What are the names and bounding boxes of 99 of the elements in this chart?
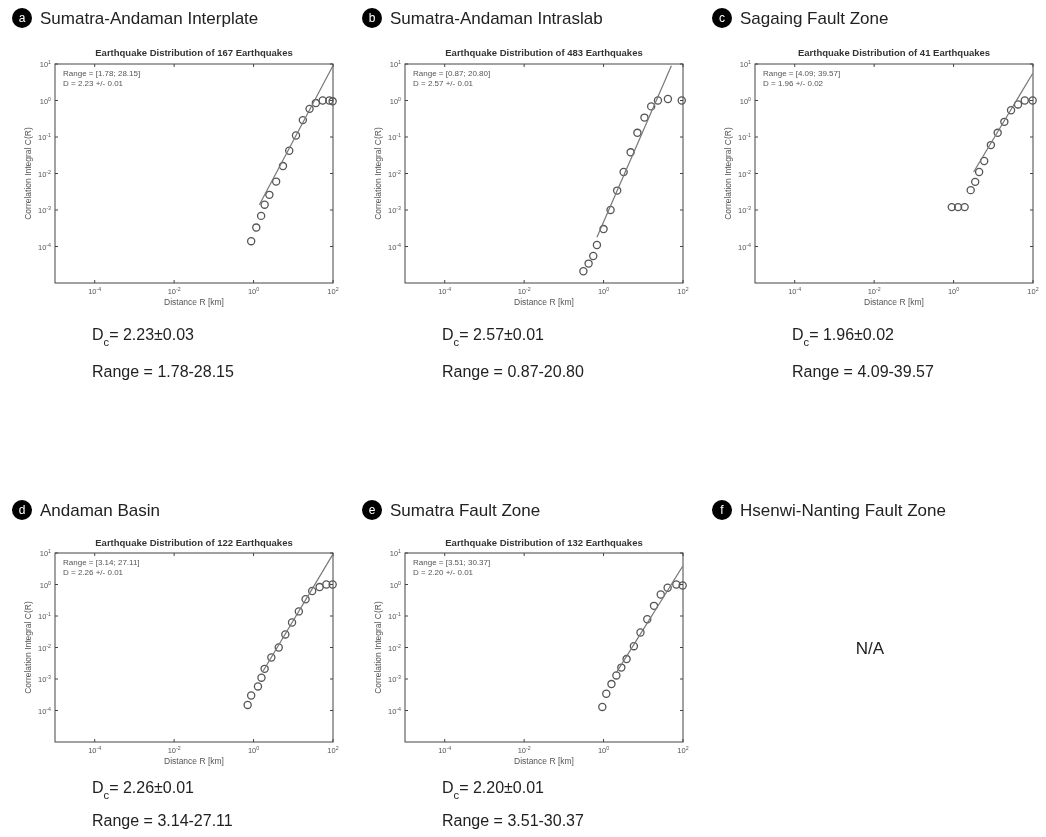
point [633, 128, 642, 138]
point [970, 177, 980, 187]
point [649, 601, 659, 611]
text: Range = 3.51-30.37 [442, 812, 584, 829]
point [322, 580, 331, 589]
point [278, 161, 288, 171]
point [656, 590, 665, 599]
point [260, 200, 269, 209]
chart-title: Sumatra-Andaman Interplate [40, 9, 259, 28]
point [626, 148, 635, 157]
annotation: Range = [3.14; 27.11] [63, 558, 140, 567]
y-axis-title: Correlation Integral C(R) [373, 601, 383, 694]
point [311, 98, 321, 108]
chart-subtitle: Earthquake Distribution of 132 Earthquakes [445, 537, 643, 548]
annotation: D = 2.20 +/- 0.01 [413, 568, 474, 577]
x-axis-title: Distance R [km] [164, 297, 224, 307]
chart-title: Andaman Basin [40, 501, 161, 520]
point [318, 96, 327, 105]
chart-subtitle: Earthquake Distribution of 483 Earthquakes [445, 47, 643, 58]
text: Range = 4.09-39.57 [792, 363, 934, 380]
chart-title: Sagaing Fault Zone [740, 9, 889, 28]
point [612, 186, 622, 195]
point [271, 177, 281, 186]
text: Range = 0.87-20.80 [442, 363, 584, 380]
point [1000, 117, 1009, 127]
text: D$_{c}$= 2.20±0.01 [442, 779, 545, 801]
point [298, 115, 308, 125]
text: D$_{c}$= 2.23±0.03 [92, 326, 195, 348]
point [274, 643, 283, 652]
text: f [720, 503, 725, 517]
point [287, 618, 297, 627]
chart-subtitle: Earthquake Distribution of 122 Earthquakes [95, 537, 293, 548]
text: Range = 1.78-28.15 [92, 363, 234, 380]
point [643, 615, 652, 624]
text: D$_{c}$= 1.96±0.02 [792, 326, 895, 348]
point [953, 202, 963, 212]
chart-title: Sumatra Fault Zone [390, 501, 541, 520]
text: D$_{c}$= 2.57±0.01 [442, 326, 545, 348]
text: D$_{c}$= 2.26±0.01 [92, 779, 195, 801]
point [281, 630, 290, 639]
x-axis-title: Distance R [km] [164, 756, 224, 766]
annotation: D = 2.26 +/- 0.01 [63, 568, 124, 577]
annotation: D = 1.96 +/- 0.02 [763, 79, 824, 88]
point [653, 96, 663, 105]
point [617, 663, 626, 672]
annotation: Range = [3.51; 30.37] [413, 558, 491, 567]
x-axis-title: Distance R [km] [514, 756, 574, 766]
point [592, 240, 602, 250]
point [612, 671, 621, 680]
point [663, 583, 672, 592]
point [267, 653, 276, 662]
annotation: Range = [4.09; 39.57] [763, 69, 841, 78]
point [308, 586, 317, 596]
y-axis-title: Correlation Integral C(R) [373, 127, 383, 220]
annotation: D = 2.57 +/- 0.01 [413, 79, 474, 88]
text: N/A [855, 638, 885, 658]
text: Hsenwi-Nanting Fault Zone [740, 501, 946, 520]
point [640, 113, 649, 122]
point [966, 185, 975, 195]
text: a [18, 11, 26, 25]
chart-subtitle: Earthquake Distribution of 41 Earthquakes [797, 47, 991, 58]
x-axis-title: Distance R [km] [864, 297, 924, 307]
y-axis-title: Correlation Integral C(R) [723, 127, 733, 220]
point [607, 679, 616, 689]
point [315, 582, 324, 592]
y-axis-title: Correlation Integral C(R) [23, 601, 33, 694]
point [294, 607, 304, 616]
point [291, 131, 301, 140]
text: c [719, 11, 725, 25]
point [599, 224, 608, 234]
x-axis-title: Distance R [km] [514, 297, 574, 307]
text: d [18, 503, 26, 517]
point [325, 96, 334, 105]
annotation: Range = [1.78; 28.15] [63, 69, 141, 78]
point [947, 202, 956, 212]
text: Range = 3.14-27.11 [92, 812, 233, 829]
y-axis-title: Correlation Integral C(R) [23, 127, 33, 220]
point [301, 595, 310, 604]
point [993, 128, 1002, 138]
point [1006, 106, 1016, 115]
point [328, 580, 337, 589]
point [1020, 96, 1029, 105]
point [285, 146, 294, 155]
point [260, 664, 269, 674]
point [619, 167, 628, 177]
annotation: D = 2.23 +/- 0.01 [63, 79, 124, 88]
point [265, 190, 274, 200]
chart-subtitle: Earthquake Distribution of 167 Earthquakes [95, 47, 293, 58]
annotation: Range = [0.87; 20.80] [413, 69, 491, 78]
point [1013, 100, 1023, 109]
point [646, 102, 656, 111]
text: e [368, 503, 376, 517]
chart-title: Sumatra-Andaman Intraslab [390, 9, 603, 28]
point [606, 205, 615, 215]
text: b [368, 11, 376, 25]
point [636, 628, 645, 637]
point [629, 641, 639, 651]
point [960, 202, 969, 212]
point [305, 104, 314, 114]
